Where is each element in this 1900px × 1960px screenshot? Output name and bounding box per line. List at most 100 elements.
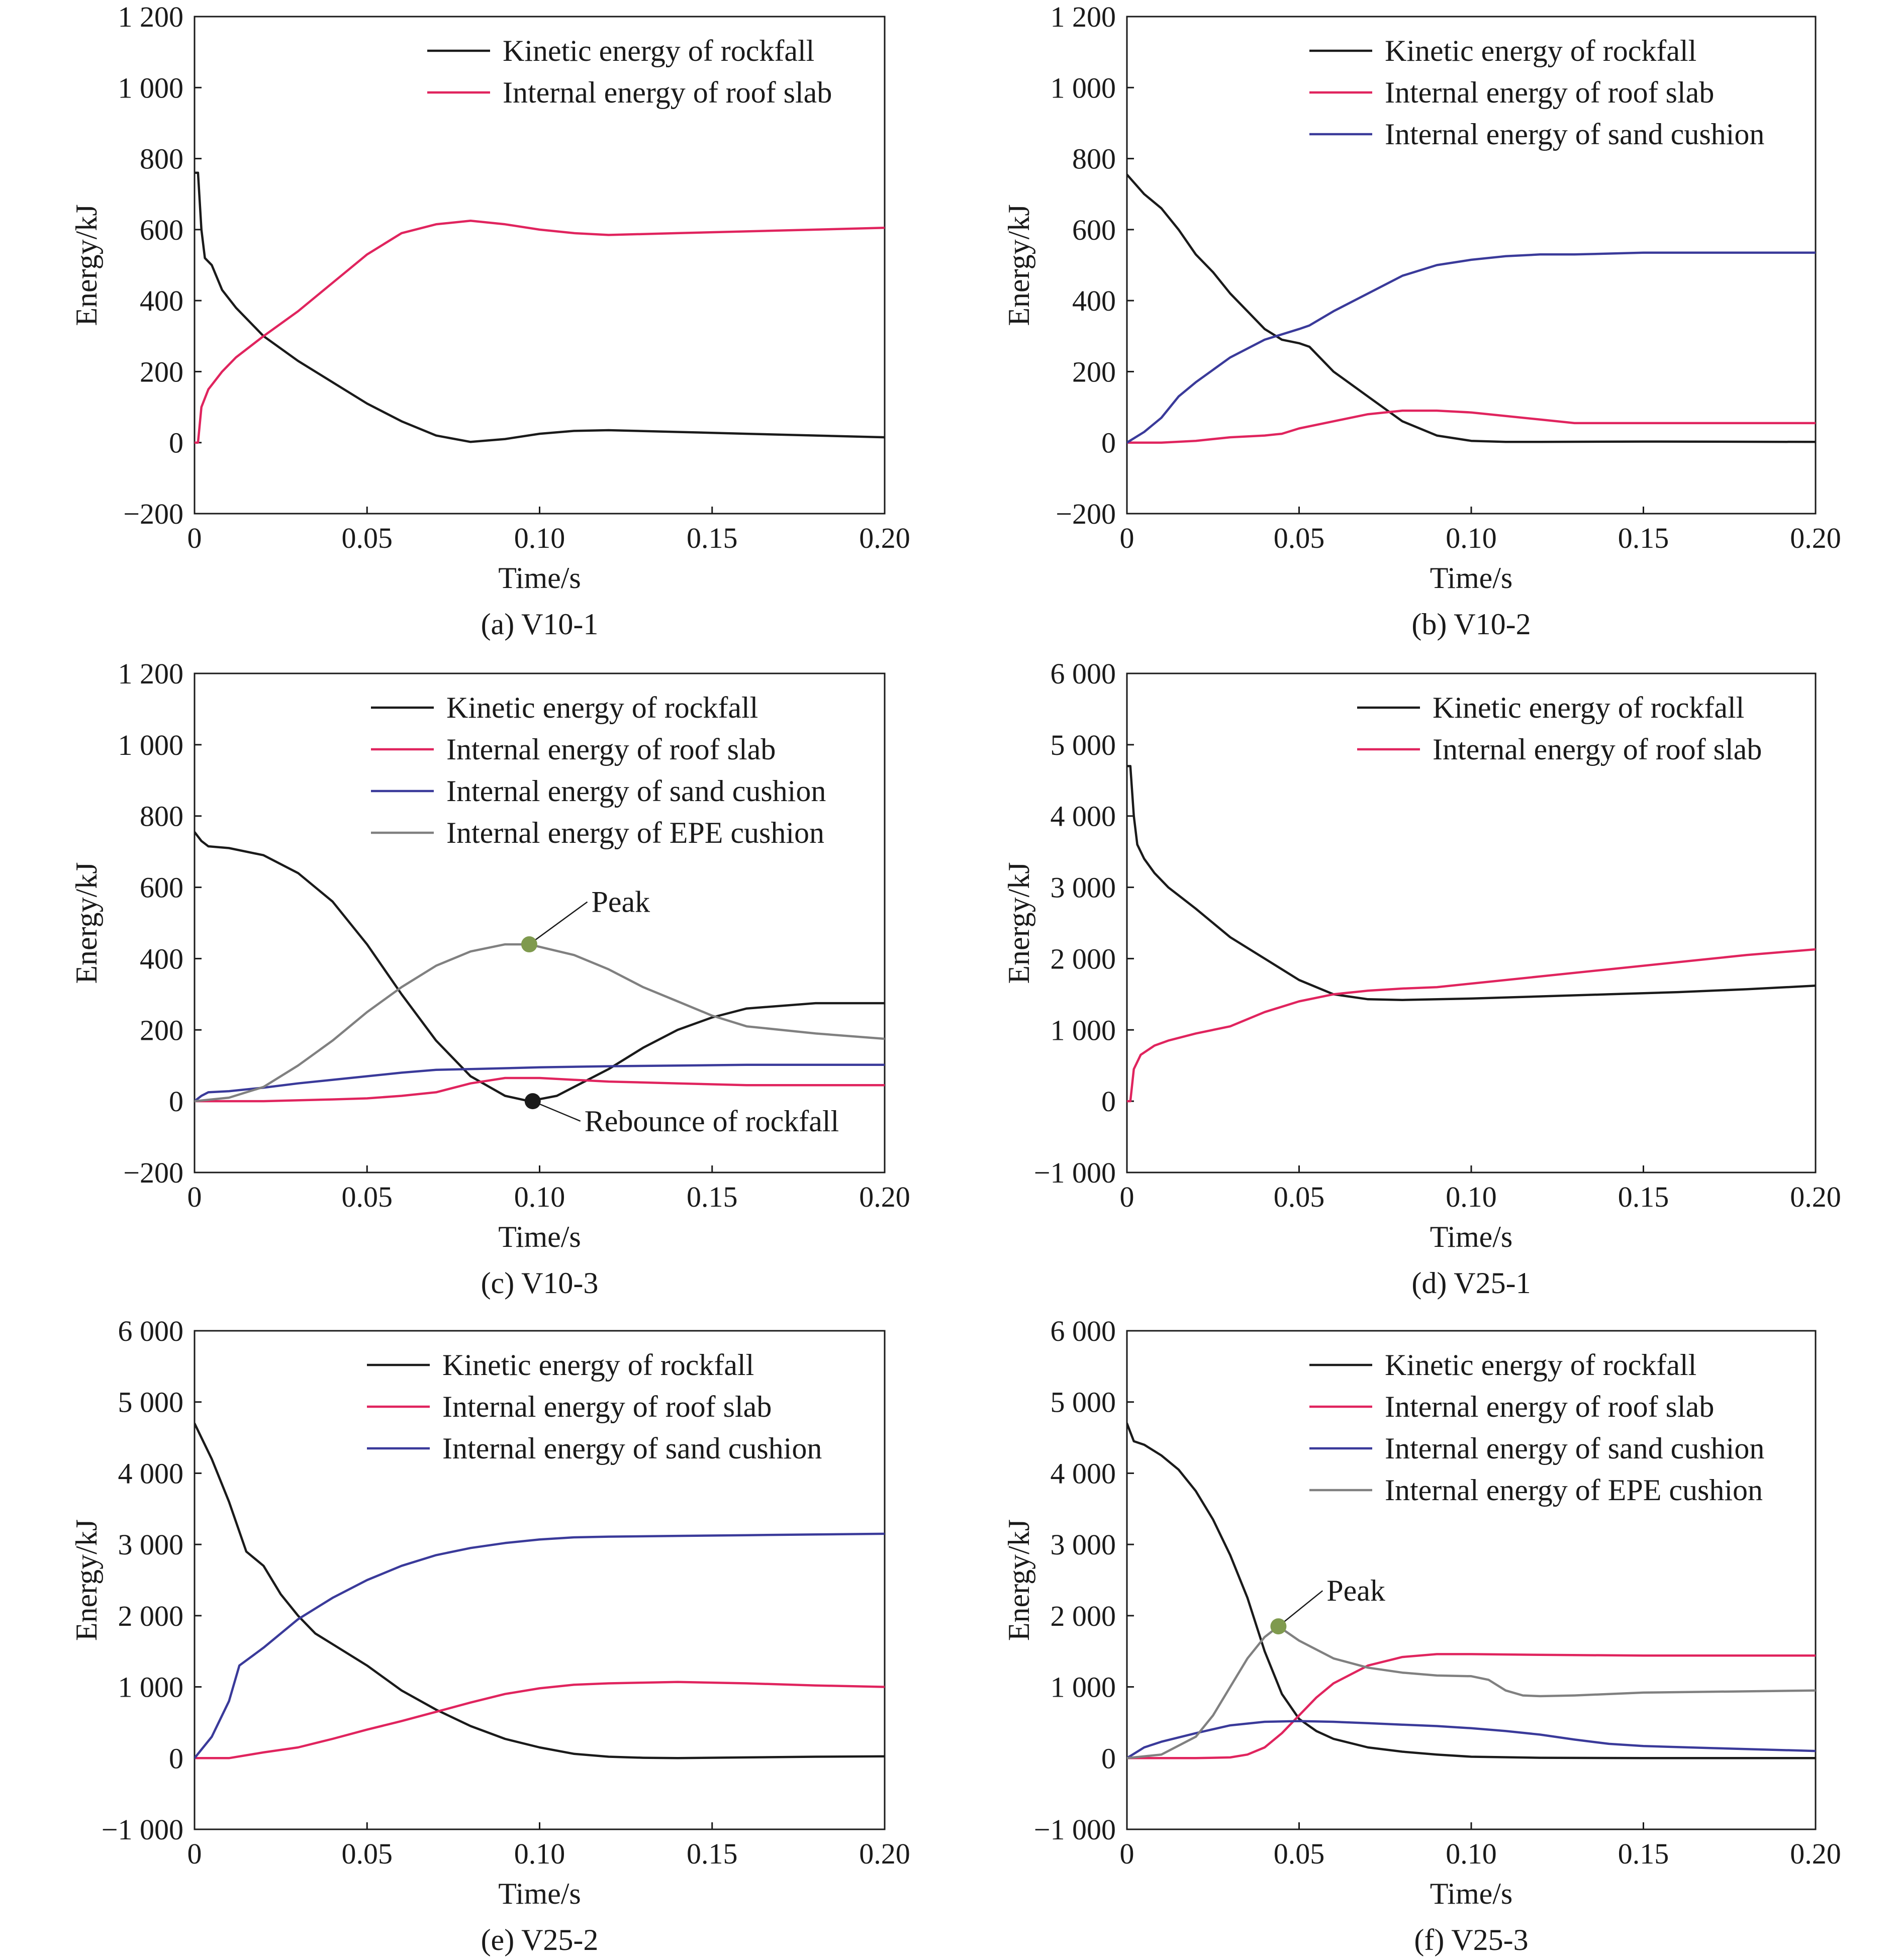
y-tick-label: 6 000: [118, 1315, 184, 1347]
y-tick-label: 1 000: [1051, 71, 1116, 104]
x-tick-label: 0: [1120, 1837, 1134, 1870]
y-axis-title: Energy/kJ: [1002, 862, 1035, 984]
panel-caption: (f) V25-3: [1414, 1923, 1528, 1956]
y-axis-title: Energy/kJ: [70, 862, 103, 984]
series-line-roof: [195, 1681, 885, 1759]
annotation-marker: [521, 936, 537, 953]
x-tick-label: 0.15: [687, 1837, 738, 1870]
y-tick-label: 0: [1101, 1085, 1116, 1118]
y-tick-label: 5 000: [118, 1386, 184, 1419]
x-tick-label: 0.15: [1618, 1181, 1669, 1213]
x-tick-label: 0.10: [1446, 522, 1497, 554]
y-tick-label: 1 000: [1051, 1671, 1116, 1704]
x-axis-title: Time/s: [1430, 1220, 1513, 1253]
y-tick-label: 1 000: [118, 729, 184, 761]
x-tick-label: 0.20: [859, 522, 910, 554]
y-tick-label: 0: [1101, 427, 1116, 459]
x-tick-label: 0.05: [342, 1181, 393, 1213]
x-tick-label: 0.20: [1790, 1837, 1841, 1870]
x-tick-label: 0: [187, 522, 202, 554]
x-axis-title: Time/s: [498, 1877, 581, 1910]
y-tick-label: 5 000: [1051, 729, 1116, 761]
y-tick-label: 2 000: [1051, 1600, 1116, 1632]
x-tick-label: 0: [1120, 522, 1134, 554]
series-line-kinetic: [195, 831, 885, 1103]
legend-label-kinetic: Kinetic energy of rockfall: [503, 34, 814, 67]
series-line-epe: [1127, 1625, 1816, 1759]
series-line-sand: [195, 1063, 885, 1103]
x-tick-label: 0.15: [687, 522, 738, 554]
y-axis-title: Energy/kJ: [70, 1519, 103, 1641]
y-tick-label: −200: [123, 1156, 183, 1189]
y-tick-label: 1 000: [1051, 1014, 1116, 1046]
legend-label-sand: Internal energy of sand cushion: [446, 774, 826, 808]
annotation-marker: [524, 1093, 541, 1110]
x-tick-label: 0: [1120, 1181, 1134, 1213]
x-axis-title: Time/s: [1430, 1877, 1513, 1910]
x-axis-title: Time/s: [1430, 561, 1513, 595]
series-line-kinetic: [1127, 765, 1816, 1001]
y-tick-label: 0: [169, 427, 183, 459]
series-line-kinetic: [195, 171, 885, 443]
legend-label-roof: Internal energy of roof slab: [442, 1390, 772, 1423]
x-tick-label: 0.05: [1274, 522, 1325, 554]
legend-label-sand: Internal energy of sand cushion: [1385, 118, 1764, 151]
series-line-kinetic: [195, 1422, 885, 1759]
y-tick-label: 0: [1101, 1742, 1116, 1775]
y-tick-label: 4 000: [1051, 800, 1116, 833]
x-tick-label: 0: [187, 1837, 202, 1870]
y-tick-label: 3 000: [118, 1528, 184, 1561]
y-tick-label: 800: [1072, 143, 1116, 175]
legend-label-kinetic: Kinetic energy of rockfall: [1433, 691, 1744, 724]
x-tick-label: 0.15: [687, 1181, 738, 1213]
y-tick-label: 1 000: [118, 71, 184, 104]
x-tick-label: 0: [187, 1181, 202, 1213]
series-line-kinetic: [1127, 1422, 1816, 1759]
y-tick-label: 1 200: [1051, 1, 1116, 33]
legend-label-sand: Internal energy of sand cushion: [1385, 1432, 1764, 1465]
x-tick-label: 0.20: [859, 1181, 910, 1213]
annotation-leader: [529, 901, 588, 945]
legend-label-sand: Internal energy of sand cushion: [442, 1432, 822, 1465]
x-tick-label: 0.20: [859, 1837, 910, 1870]
series-line-roof: [195, 1076, 885, 1103]
y-tick-label: −1 000: [1034, 1156, 1116, 1189]
y-axis-title: Energy/kJ: [1002, 1519, 1035, 1641]
panel-caption: (d) V25-1: [1411, 1266, 1531, 1300]
x-axis-title: Time/s: [498, 561, 581, 595]
legend-label-kinetic: Kinetic energy of rockfall: [1385, 34, 1696, 67]
annotation-marker: [1270, 1618, 1287, 1635]
x-tick-label: 0.10: [1446, 1837, 1497, 1870]
x-tick-label: 0.10: [514, 522, 565, 554]
x-tick-label: 0.15: [1618, 522, 1669, 554]
y-tick-label: 2 000: [118, 1600, 184, 1632]
y-tick-label: −200: [123, 498, 183, 530]
series-line-roof: [1127, 1653, 1816, 1759]
x-tick-label: 0.10: [514, 1181, 565, 1213]
y-tick-label: 200: [140, 355, 183, 388]
y-tick-label: 4 000: [118, 1457, 184, 1490]
annotation-label: Peak: [1326, 1574, 1385, 1607]
y-tick-label: −1 000: [102, 1813, 183, 1846]
legend-label-roof: Internal energy of roof slab: [1433, 733, 1762, 766]
legend-label-roof: Internal energy of roof slab: [503, 76, 832, 109]
legend-label-roof: Internal energy of roof slab: [1385, 76, 1714, 109]
x-tick-label: 0.05: [1274, 1181, 1325, 1213]
y-tick-label: 4 000: [1051, 1457, 1116, 1490]
y-tick-label: 5 000: [1051, 1386, 1116, 1419]
y-tick-label: 0: [169, 1742, 183, 1775]
y-tick-label: −1 000: [1034, 1813, 1116, 1846]
legend-label-kinetic: Kinetic energy of rockfall: [442, 1348, 754, 1382]
series-line-roof: [195, 219, 885, 444]
y-tick-label: 1 200: [118, 657, 184, 690]
legend-label-roof: Internal energy of roof slab: [446, 733, 776, 766]
legend-label-roof: Internal energy of roof slab: [1385, 1390, 1714, 1423]
panel-caption: (c) V10-3: [481, 1266, 599, 1300]
y-tick-label: 1 000: [118, 1671, 184, 1704]
